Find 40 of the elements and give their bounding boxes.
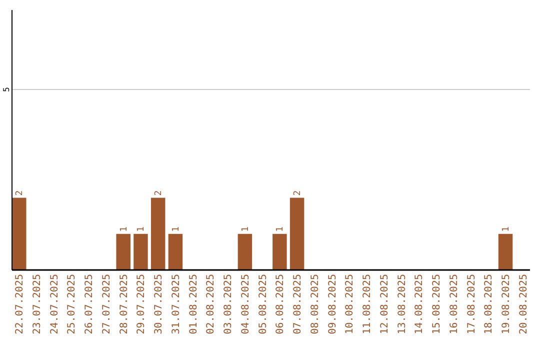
x-tick-label: 14.08.2025 [414,274,426,334]
x-tick-label: 28.07.2025 [118,274,130,334]
x-tick-label: 19.08.2025 [501,274,512,334]
x-tick-label: 26.07.2025 [84,274,96,334]
x-tick-label: 13.08.2025 [396,274,408,334]
x-tick-label: 18.08.2025 [484,274,495,334]
x-tick-label: 25.07.2025 [66,274,78,334]
x-tick-label: 01.08.2025 [188,274,200,334]
x-tick-label: 06.08.2025 [275,274,286,334]
x-tick-label: 23.07.2025 [32,274,43,334]
x-tick-label: 16.08.2025 [448,274,460,334]
x-tick-label: 10.08.2025 [344,274,356,334]
x-tick-label: 22.07.2025 [14,274,26,334]
data-label: 2 [293,190,304,196]
data-label: 1 [136,226,147,232]
data-label: 1 [276,226,286,232]
x-tick-label: 05.08.2025 [258,274,269,334]
x-tick-label: 17.08.2025 [466,274,478,334]
x-tick-label: 15.08.2025 [432,274,443,334]
data-label: 1 [240,226,251,232]
x-tick-label: 08.08.2025 [310,274,321,334]
x-tick-label: 12.08.2025 [379,274,390,334]
x-tick-label: 02.08.2025 [206,274,217,334]
x-tick-label: 30.07.2025 [154,274,165,334]
data-label: 1 [502,226,512,232]
data-label: 1 [171,226,182,232]
x-tick-label: 09.08.2025 [327,274,338,334]
data-label: 1 [119,226,130,232]
x-tick-label: 29.07.2025 [136,274,148,334]
x-tick-label: 04.08.2025 [240,274,252,334]
y-tick-label: 5 [2,86,11,92]
x-tick-label: 31.07.2025 [170,274,182,334]
x-tick-label: 24.07.2025 [49,274,60,334]
x-tick-label: 03.08.2025 [223,274,234,334]
x-tick-label: 07.08.2025 [292,274,304,334]
x-tick-label: 11.08.2025 [362,274,374,334]
data-label: 2 [15,190,26,196]
x-tick-label: 20.08.2025 [518,274,530,334]
data-label: 2 [154,190,164,196]
x-tick-label: 27.07.2025 [101,274,112,334]
